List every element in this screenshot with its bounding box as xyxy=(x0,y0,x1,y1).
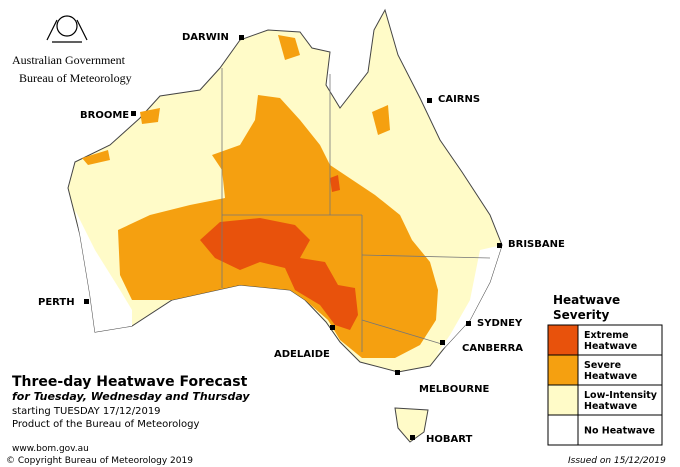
legend: ExtremeHeatwaveSevereHeatwaveLow-Intensi… xyxy=(547,324,663,446)
government: Australian Government xyxy=(12,53,126,67)
agency: Bureau of Meteorology xyxy=(19,71,132,85)
city-label: BROOME xyxy=(80,110,129,121)
website: www.bom.gov.au xyxy=(12,444,89,454)
city-label: BRISBANE xyxy=(508,239,565,250)
city-label: CAIRNS xyxy=(438,94,480,105)
legend-label: Severe xyxy=(584,360,621,371)
city-label: PERTH xyxy=(38,297,75,308)
city-label: SYDNEY xyxy=(477,318,523,329)
title: Three-day Heatwave Forecast xyxy=(12,374,248,390)
legend-title: Heatwave xyxy=(553,293,620,307)
legend-label: Extreme xyxy=(584,330,629,341)
no-heatwave-area xyxy=(436,245,502,355)
city-markers xyxy=(84,35,502,440)
no-heatwave-area xyxy=(75,210,132,332)
city-label: CANBERRA xyxy=(462,343,523,354)
legend-label: No Heatwave xyxy=(584,426,655,437)
legend-swatch xyxy=(547,324,579,356)
severe-area xyxy=(278,35,300,60)
legend-title: Severity xyxy=(553,308,610,322)
severe-area xyxy=(82,150,110,165)
extreme-area xyxy=(200,218,358,330)
extreme-area xyxy=(330,175,340,192)
city-label: DARWIN xyxy=(182,32,229,43)
legend-label: Heatwave xyxy=(584,371,637,382)
state-borders xyxy=(221,68,491,352)
start-date: starting TUESDAY 17/12/2019 xyxy=(12,406,161,417)
legend-label: Low-Intensity xyxy=(584,390,658,401)
severe-area xyxy=(372,105,390,135)
product: Product of the Bureau of Meteorology xyxy=(12,419,199,430)
legend-swatch xyxy=(547,414,579,446)
legend-label: Heatwave xyxy=(584,341,637,352)
city-label: MELBOURNE xyxy=(419,384,489,395)
city-label: HOBART xyxy=(426,434,472,445)
legend-box xyxy=(577,414,663,446)
legend-label: Heatwave xyxy=(584,401,637,412)
legend-swatch xyxy=(547,384,579,416)
tasmania xyxy=(394,407,429,443)
copyright: © Copyright Bureau of Meteorology 2019 xyxy=(6,456,193,466)
city-label: ADELAIDE xyxy=(274,349,330,360)
issued: Issued on 15/12/2019 xyxy=(568,456,666,466)
subtitle: for Tuesday, Wednesday and Thursday xyxy=(12,390,250,403)
legend-swatch xyxy=(547,354,579,386)
severe-area xyxy=(140,108,160,124)
crest xyxy=(46,15,88,43)
